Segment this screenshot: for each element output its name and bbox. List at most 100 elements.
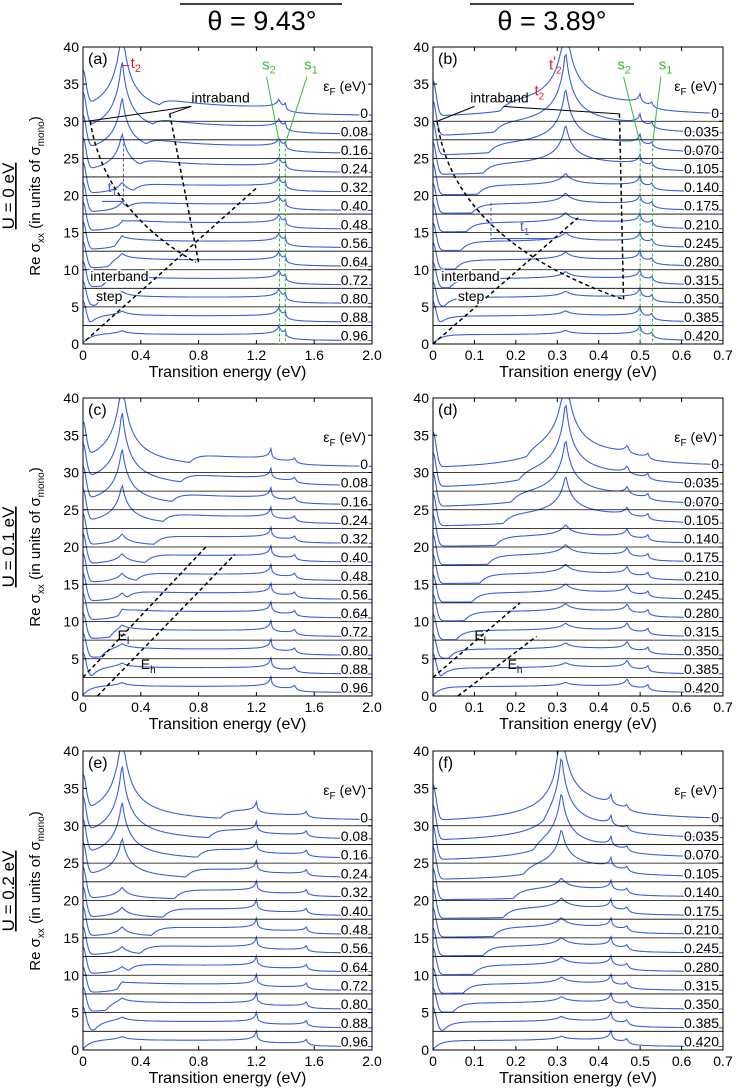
- legend-value-6: 0.210: [684, 921, 719, 937]
- x-tick-label-5: 2.0: [362, 347, 382, 363]
- legend-value-7: 0.40: [341, 198, 368, 214]
- y-tick-label-3: 15: [63, 930, 79, 946]
- x-tick-label-2: 0.2: [506, 347, 526, 363]
- legend-value-5: 0.56: [341, 940, 368, 956]
- curve-ef-11: [432, 53, 723, 136]
- legend-value-0: 0.420: [684, 328, 719, 344]
- curve-ef-9: [432, 125, 723, 175]
- annotation-interband: interband: [441, 268, 499, 284]
- y-tick-label-7: 35: [413, 780, 429, 796]
- legend-value-7: 0.40: [341, 903, 368, 919]
- x-tick-label-0: 0: [429, 699, 437, 715]
- annotation-s1: s1: [659, 56, 673, 76]
- curve-ef-8: [82, 513, 372, 545]
- y-tick-label-6: 30: [63, 113, 79, 129]
- x-tick-label-1: 0.4: [131, 699, 151, 715]
- curve-ef-1: [432, 301, 723, 323]
- curve-ef-2: [82, 280, 372, 306]
- column-title-right: θ = 3.89°: [497, 6, 606, 36]
- annotation-El: El: [474, 627, 486, 647]
- y-axis-label-2: Re σxx (in units of σmono): [27, 467, 47, 626]
- x-tick-label-7: 0.7: [713, 347, 733, 363]
- x-tick-label-3: 0.3: [548, 1053, 568, 1069]
- svg-text:Re σxx (in units of σmono): Re σxx (in units of σmono): [27, 116, 47, 275]
- curve-ef-2: [432, 281, 723, 307]
- legend-value-7: 0.40: [341, 549, 368, 565]
- curve-ef-1: [82, 300, 372, 323]
- curve-ef-1: [432, 653, 723, 677]
- y-tick-label-7: 35: [63, 780, 79, 796]
- legend-value-4: 0.280: [684, 959, 719, 975]
- panel-label: (a): [88, 51, 108, 68]
- x-tick-label-6: 0.6: [672, 347, 692, 363]
- curve-ef-9: [432, 476, 724, 527]
- x-tick-label-1: 0.1: [465, 699, 485, 715]
- legend-title: εF (eV): [323, 782, 366, 802]
- y-tick-label-1: 5: [71, 299, 79, 315]
- x-tick-label-0: 0: [429, 347, 437, 363]
- x-axis-label: Transition energy (eV): [149, 364, 307, 381]
- y-tick-label-5: 25: [63, 855, 79, 871]
- legend-value-2: 0.80: [341, 291, 368, 307]
- y-tick-label-1: 5: [421, 1005, 429, 1021]
- curve-ef-12: [82, 750, 372, 821]
- legend-value-8: 0.32: [341, 531, 368, 547]
- svg-text:U = 0.2 eV: U = 0.2 eV: [0, 850, 18, 931]
- y-tick-label-3: 15: [63, 225, 79, 241]
- curve-ef-11: [432, 757, 723, 840]
- legend-value-11: 0.035: [684, 828, 719, 844]
- legend-value-9: 0.24: [341, 161, 368, 177]
- curve-ef-0: [432, 1029, 723, 1050]
- y-tick-label-8: 40: [63, 743, 79, 759]
- curve-ef-12: [432, 750, 723, 821]
- x-tick-label-4: 1.6: [304, 699, 324, 715]
- curve-ef-12: [432, 46, 724, 116]
- legend-value-3: 0.72: [341, 272, 368, 288]
- curve-ef-6: [432, 907, 723, 938]
- x-tick-label-7: 0.7: [713, 699, 733, 715]
- curve-ef-5: [82, 221, 372, 250]
- y-tick-label-5: 25: [413, 855, 429, 871]
- intraband-dashed-curve: [436, 121, 624, 301]
- curve-ef-10: [432, 793, 723, 860]
- El-dashed-line: [432, 602, 521, 678]
- y-tick-label-8: 40: [63, 390, 79, 406]
- curve-ef-7: [82, 181, 372, 212]
- legend-value-12: 0: [360, 105, 368, 121]
- row-label-2: U = 0.1 eV: [0, 506, 18, 587]
- column-title-left: θ = 9.43°: [207, 6, 316, 36]
- legend-value-1: 0.385: [684, 661, 719, 677]
- curve-ef-0: [432, 323, 723, 344]
- legend-value-7: 0.175: [684, 549, 719, 565]
- curve-ef-3: [82, 261, 372, 288]
- y-axis-label-1: Re σxx (in units of σmono): [27, 116, 47, 275]
- legend-value-11: 0.035: [684, 123, 719, 139]
- y-tick-label-5: 25: [413, 502, 429, 518]
- legend-value-11: 0.08: [341, 828, 368, 844]
- curve-ef-4: [82, 241, 372, 269]
- legend-value-1: 0.88: [341, 1015, 368, 1031]
- x-tick-label-3: 1.2: [247, 347, 267, 363]
- x-tick-label-6: 0.6: [672, 699, 692, 715]
- curve-ef-2: [82, 632, 372, 658]
- curve-ef-0: [82, 674, 372, 696]
- y-tick-label-5: 25: [63, 150, 79, 166]
- y-tick-label-4: 20: [63, 893, 79, 909]
- annotation-step: step: [96, 288, 123, 304]
- legend-value-0: 0.96: [341, 328, 368, 344]
- legend-value-8: 0.140: [684, 179, 719, 195]
- annotation-t1: t1: [108, 179, 118, 199]
- legend-value-12: 0: [360, 809, 368, 825]
- y-tick-label-0: 0: [71, 1042, 79, 1058]
- y-tick-label-4: 20: [413, 539, 429, 555]
- curve-ef-10: [82, 802, 372, 859]
- y-tick-label-3: 15: [413, 576, 429, 592]
- curve-ef-6: [432, 202, 724, 233]
- legend-value-12: 0: [711, 105, 719, 121]
- curve-ef-5: [82, 926, 372, 955]
- y-tick-label-1: 5: [71, 651, 79, 667]
- curve-ef-8: [432, 163, 723, 196]
- legend-value-5: 0.245: [684, 940, 719, 956]
- curve-ef-0: [82, 1028, 372, 1050]
